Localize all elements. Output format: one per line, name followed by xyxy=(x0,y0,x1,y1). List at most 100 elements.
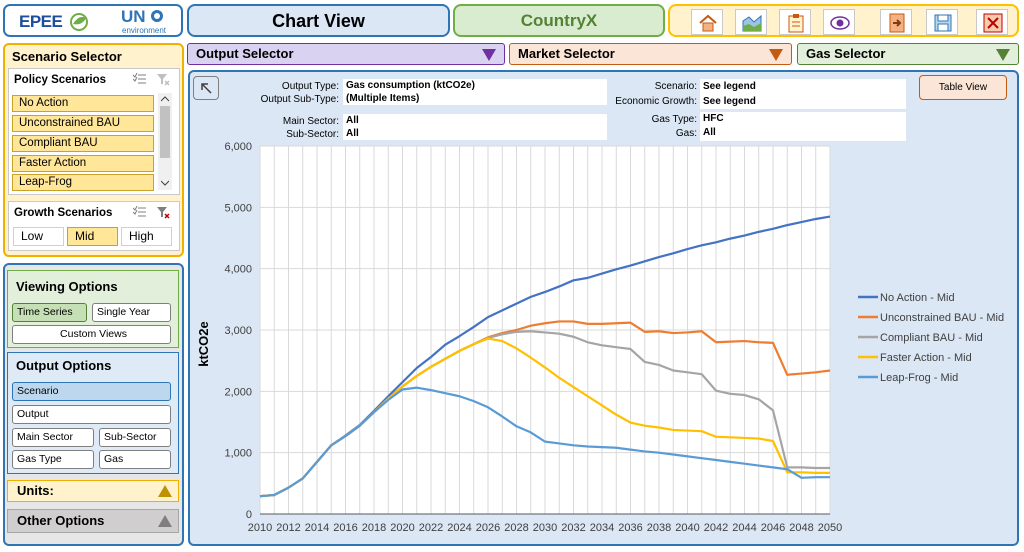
x-tick-label: 2040 xyxy=(675,522,699,534)
x-tick-label: 2044 xyxy=(732,522,756,534)
x-tick-label: 2048 xyxy=(789,522,813,534)
x-tick-label: 2034 xyxy=(590,522,614,534)
y-tick-label: 0 xyxy=(246,509,252,521)
series-line xyxy=(259,386,830,498)
economic-growth-value: See legend xyxy=(703,96,756,107)
un-logo-text: UN xyxy=(121,7,146,26)
page-title: Chart View xyxy=(187,4,450,37)
export-button[interactable] xyxy=(880,9,912,35)
gas-type-value: HFC xyxy=(703,113,724,124)
output-subtype-value: (Multiple Items) xyxy=(346,93,420,104)
legend-label: Leap-Frog - Mid xyxy=(880,372,958,384)
scenario-item-leap-frog[interactable]: Leap-Frog xyxy=(12,174,154,191)
multi-select-icon[interactable] xyxy=(133,206,147,219)
legend-label: Compliant BAU - Mid xyxy=(880,332,983,344)
home-button[interactable] xyxy=(691,9,723,35)
back-button[interactable] xyxy=(193,76,219,100)
x-tick-label: 2016 xyxy=(333,522,357,534)
economic-growth-label: Economic Growth: xyxy=(615,96,697,107)
scenario-value: See legend xyxy=(703,81,756,92)
scroll-thumb[interactable] xyxy=(160,106,170,158)
report-button[interactable] xyxy=(779,9,811,35)
expand-triangle-icon xyxy=(158,485,172,497)
x-tick-label: 2050 xyxy=(818,522,842,534)
multi-select-icon[interactable] xyxy=(133,73,147,86)
scroll-up-icon[interactable] xyxy=(161,96,169,102)
epee-logo-text: EPEE xyxy=(19,12,63,31)
time-series-button[interactable]: Time Series xyxy=(12,303,87,322)
eye-icon xyxy=(830,16,850,30)
country-label: CountryX xyxy=(453,4,665,37)
save-icon xyxy=(934,14,952,32)
growth-mid-button[interactable]: Mid xyxy=(67,227,118,246)
gas-type-option-button[interactable]: Gas Type xyxy=(12,450,94,469)
line-chart: 0 1,000 2,000 3,000 4,000 5,000 6,000 2010 2012… xyxy=(196,141,1004,534)
main-sector-label: Main Sector: xyxy=(282,116,339,127)
scenario-item-compliant-bau[interactable]: Compliant BAU xyxy=(12,135,154,152)
chart-view-button[interactable] xyxy=(735,9,767,35)
scenario-selector-title: Scenario Selector xyxy=(12,49,122,64)
main-sector-option-button[interactable]: Main Sector xyxy=(12,428,94,447)
scenario-item-no-action[interactable]: No Action xyxy=(12,95,154,112)
x-tick-label: 2014 xyxy=(305,522,329,534)
x-tick-label: 2020 xyxy=(390,522,414,534)
clear-filter-icon[interactable] xyxy=(156,73,170,86)
x-tick-label: 2032 xyxy=(561,522,585,534)
close-button[interactable] xyxy=(976,9,1008,35)
output-option-button[interactable]: Output xyxy=(12,405,171,424)
output-selector-label: Output Selector xyxy=(196,46,294,61)
x-tick-label: 2042 xyxy=(704,522,728,534)
gas-value-box: HFC All xyxy=(700,112,906,141)
scenario-scrollbar[interactable] xyxy=(158,93,172,190)
scenario-option-button[interactable]: Scenario xyxy=(12,382,171,401)
x-tick-label: 2026 xyxy=(476,522,500,534)
clipboard-icon xyxy=(788,14,804,33)
x-tick-label: 2046 xyxy=(761,522,785,534)
market-selector-dropdown-icon xyxy=(769,49,783,61)
output-type-value: Gas consumption (ktCO2e) xyxy=(346,80,475,91)
x-tick-label: 2010 xyxy=(248,522,272,534)
main-sector-value: All xyxy=(346,115,359,126)
other-options-toggle[interactable]: Other Options xyxy=(7,509,179,533)
view-button[interactable] xyxy=(823,9,855,35)
legend-label: Faster Action - Mid xyxy=(880,352,972,364)
viewing-options-title: Viewing Options xyxy=(16,279,118,294)
y-tick-label: 5,000 xyxy=(224,202,252,214)
y-tick-label: 6,000 xyxy=(224,141,252,153)
table-view-button[interactable]: Table View xyxy=(919,75,1007,100)
viewing-options-box: Viewing Options Time Series Single Year … xyxy=(7,270,179,348)
scenario-item-faster-action[interactable]: Faster Action xyxy=(12,155,154,172)
output-options-box: Output Options Scenario Output Main Sect… xyxy=(7,352,179,474)
output-type-label: Output Type: xyxy=(281,81,339,92)
policy-scenarios-title: Policy Scenarios xyxy=(14,74,107,86)
expand-triangle-icon xyxy=(158,515,172,527)
y-tick-label: 4,000 xyxy=(224,264,252,276)
market-selector[interactable]: Market Selector xyxy=(509,43,792,65)
legend-label: Unconstrained BAU - Mid xyxy=(880,312,1004,324)
units-toggle[interactable]: Units: xyxy=(7,480,179,502)
output-options-title: Output Options xyxy=(16,358,112,373)
single-year-button[interactable]: Single Year xyxy=(92,303,171,322)
save-button[interactable] xyxy=(926,9,958,35)
leaf-logo-icon xyxy=(70,13,88,31)
output-type-value-box: Gas consumption (ktCO2e) (Multiple Items… xyxy=(343,79,607,105)
output-selector[interactable]: Output Selector xyxy=(187,43,505,65)
home-icon xyxy=(699,14,717,32)
output-selector-dropdown-icon xyxy=(482,49,496,61)
sub-sector-option-button[interactable]: Sub-Sector xyxy=(99,428,171,447)
gas-option-button[interactable]: Gas xyxy=(99,450,171,469)
y-tick-label: 3,000 xyxy=(224,325,252,337)
gas-type-label: Gas Type: xyxy=(651,114,697,125)
units-label: Units: xyxy=(17,483,54,498)
scenario-item-unconstrained-bau[interactable]: Unconstrained BAU xyxy=(12,115,154,132)
clear-filter-icon[interactable] xyxy=(156,206,170,219)
gas-selector[interactable]: Gas Selector xyxy=(797,43,1019,65)
scroll-down-icon[interactable] xyxy=(161,180,169,186)
custom-views-button[interactable]: Custom Views xyxy=(12,325,171,344)
close-icon xyxy=(983,13,1003,33)
export-icon xyxy=(889,13,905,33)
growth-low-button[interactable]: Low xyxy=(13,227,64,246)
market-selector-label: Market Selector xyxy=(518,46,615,61)
other-options-label: Other Options xyxy=(17,513,105,528)
growth-high-button[interactable]: High xyxy=(121,227,172,246)
